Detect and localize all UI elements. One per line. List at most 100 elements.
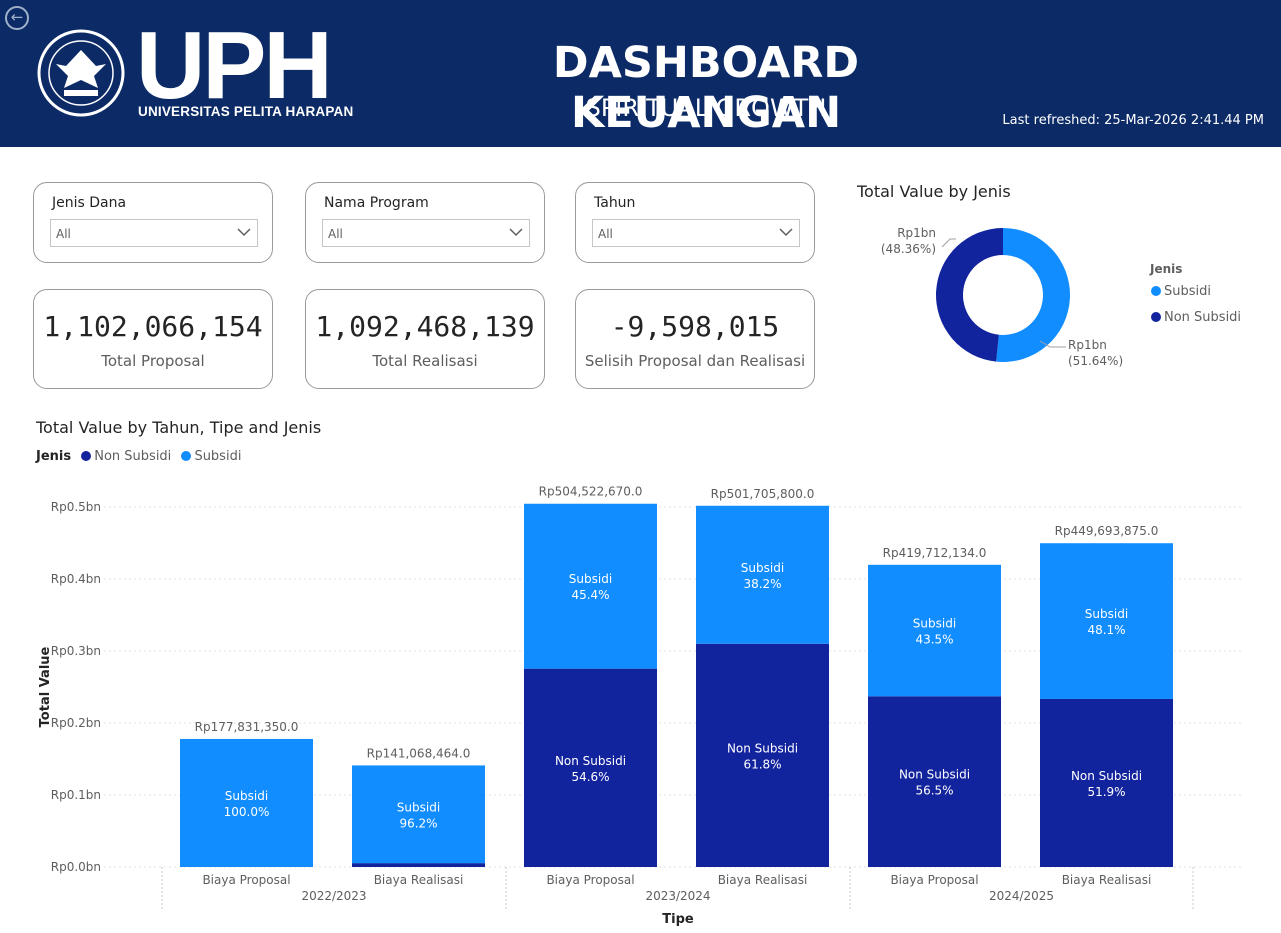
segment-pct-label: 38.2%	[743, 577, 781, 591]
x-tick-label: Biaya Proposal	[890, 873, 978, 887]
bar-segment-subsidi[interactable]	[524, 503, 657, 669]
slicer-label: Jenis Dana	[52, 195, 127, 211]
back-arrow-icon[interactable]: ←	[5, 6, 29, 30]
legend-item-non-subsidi[interactable]: Non Subsidi	[81, 449, 171, 464]
segment-pct-label: 48.1%	[1087, 623, 1125, 637]
card-total-proposal: 1,102,066,154 Total Proposal	[33, 289, 273, 389]
card-value: 1,102,066,154	[43, 310, 263, 343]
legend-item-non-subsidi[interactable]: Non Subsidi	[1151, 310, 1241, 325]
slicer-value: All	[56, 227, 71, 241]
legend-item-subsidi[interactable]: Subsidi	[181, 449, 241, 464]
segment-series-label: Non Subsidi	[1071, 769, 1142, 783]
segment-pct-label: 56.5%	[915, 784, 953, 798]
y-tick-label: Rp0.2bn	[51, 716, 101, 730]
segment-series-label: Non Subsidi	[727, 741, 798, 755]
dashboard-title: DASHBOARD KEUANGAN	[552, 38, 860, 138]
leader-line	[941, 238, 956, 248]
legend-label: Subsidi	[194, 449, 242, 464]
donut-label-non-subsidi: Rp1bn	[897, 226, 936, 240]
segment-series-label: Subsidi	[225, 789, 268, 803]
segment-pct-label: 100.0%	[224, 805, 270, 819]
segment-pct-label: 61.8%	[743, 757, 781, 771]
slicer-label: Nama Program	[324, 195, 429, 211]
bar-total-label: Rp177,831,350.0	[195, 720, 299, 734]
bar-segment-subsidi[interactable]	[1040, 543, 1173, 699]
bar-segment-non-subsidi[interactable]	[524, 668, 657, 867]
bar-segment-non-subsidi[interactable]	[868, 696, 1001, 867]
chevron-down-icon	[779, 228, 793, 237]
x-tick-label: Biaya Proposal	[202, 873, 290, 887]
segment-pct-label: 51.9%	[1087, 785, 1125, 799]
x-group-label: 2022/2023	[301, 889, 366, 903]
bar-segment-subsidi[interactable]	[352, 765, 485, 864]
card-value: 1,092,468,139	[315, 310, 535, 343]
segment-series-label: Subsidi	[741, 561, 784, 575]
bar-total-label: Rp504,522,670.0	[539, 485, 643, 499]
bar-total-label: Rp419,712,134.0	[883, 546, 987, 560]
logo-subtitle: UNIVERSITAS PELITA HARAPAN	[138, 104, 354, 119]
donut-label-subsidi: Rp1bn	[1068, 338, 1107, 352]
legend-label: Subsidi	[1164, 284, 1211, 299]
donut-slice-non-subsidi[interactable]	[936, 228, 1003, 362]
card-label: Total Realisasi	[372, 352, 478, 370]
jenis-dana-dropdown[interactable]: All	[50, 219, 258, 247]
legend-label: Non Subsidi	[94, 449, 172, 464]
bar-total-label: Rp449,693,875.0	[1055, 524, 1159, 538]
x-tick-label: Biaya Proposal	[546, 873, 634, 887]
y-tick-label: Rp0.1bn	[51, 788, 101, 802]
x-tick-label: Biaya Realisasi	[718, 873, 808, 887]
legend-dot	[181, 451, 192, 461]
segment-series-label: Subsidi	[569, 572, 612, 586]
segment-pct-label: 45.4%	[571, 588, 609, 602]
bar-segment-subsidi[interactable]	[868, 564, 1001, 697]
chevron-down-icon	[237, 228, 251, 237]
slicer-jenis-dana: Jenis Dana All	[33, 182, 273, 263]
x-tick-label: Biaya Realisasi	[374, 873, 464, 887]
segment-series-label: Subsidi	[397, 800, 440, 814]
slicer-value: All	[328, 227, 343, 241]
segment-pct-label: 43.5%	[915, 633, 953, 647]
bar-segment-non-subsidi[interactable]	[352, 863, 485, 867]
legend-item-subsidi[interactable]: Subsidi	[1151, 284, 1211, 299]
eagle-seal-icon	[37, 29, 125, 117]
logo-wordmark: UPH	[136, 12, 333, 119]
segment-series-label: Subsidi	[913, 617, 956, 631]
nama-program-dropdown[interactable]: All	[322, 219, 530, 247]
bar-segment-subsidi[interactable]	[696, 505, 829, 644]
y-tick-label: Rp0.3bn	[51, 644, 101, 658]
donut-slice-subsidi[interactable]	[996, 228, 1070, 362]
bar-total-label: Rp141,068,464.0	[367, 746, 471, 760]
card-label: Total Proposal	[101, 352, 205, 370]
legend-dot	[1151, 312, 1161, 322]
chevron-down-icon	[509, 228, 523, 237]
donut-chart-title: Total Value by Jenis	[857, 182, 1011, 201]
bar-chart-legend: Jenis Non Subsidi Subsidi	[36, 449, 247, 464]
donut-pct-subsidi: (51.64%)	[1068, 354, 1123, 368]
y-axis-title: Total Value	[38, 646, 53, 727]
slicer-tahun: Tahun All	[575, 182, 815, 263]
slicer-label: Tahun	[594, 195, 636, 211]
segment-series-label: Subsidi	[1085, 607, 1128, 621]
segment-pct-label: 96.2%	[399, 816, 437, 830]
card-selisih: -9,598,015 Selisih Proposal dan Realisas…	[575, 289, 815, 389]
bar-legend-title: Jenis	[36, 449, 72, 464]
y-tick-label: Rp0.0bn	[51, 860, 101, 874]
y-tick-label: Rp0.4bn	[51, 572, 101, 586]
donut-chart: Rp1bn (48.36%) Rp1bn (51.64%)	[881, 226, 1123, 368]
legend-dot	[1151, 286, 1161, 296]
bar-segment-non-subsidi[interactable]	[696, 643, 829, 867]
card-label: Selisih Proposal dan Realisasi	[584, 352, 806, 370]
report-header: ← UPH UNIVERSITAS PELITA HARAPAN DASHBOA…	[0, 0, 1281, 147]
stacked-bar-chart: Rp0.0bn Rp0.1bn Rp0.2bn Rp0.3bn Rp0.4bn Rp0.5…	[38, 485, 1244, 927]
slicer-value: All	[598, 227, 613, 241]
segment-series-label: Non Subsidi	[555, 754, 626, 768]
bar-segment-subsidi[interactable]	[180, 738, 313, 867]
card-value: -9,598,015	[610, 310, 780, 343]
tahun-dropdown[interactable]: All	[592, 219, 800, 247]
bar-segment-non-subsidi[interactable]	[1040, 698, 1173, 867]
y-tick-label: Rp0.5bn	[51, 500, 101, 514]
donut-pct-non-subsidi: (48.36%)	[881, 242, 936, 256]
x-group-label: 2023/2024	[645, 889, 710, 903]
x-tick-label: Biaya Realisasi	[1062, 873, 1152, 887]
dashboard-subtitle: SPIRITUAL GROWTH	[585, 94, 827, 122]
